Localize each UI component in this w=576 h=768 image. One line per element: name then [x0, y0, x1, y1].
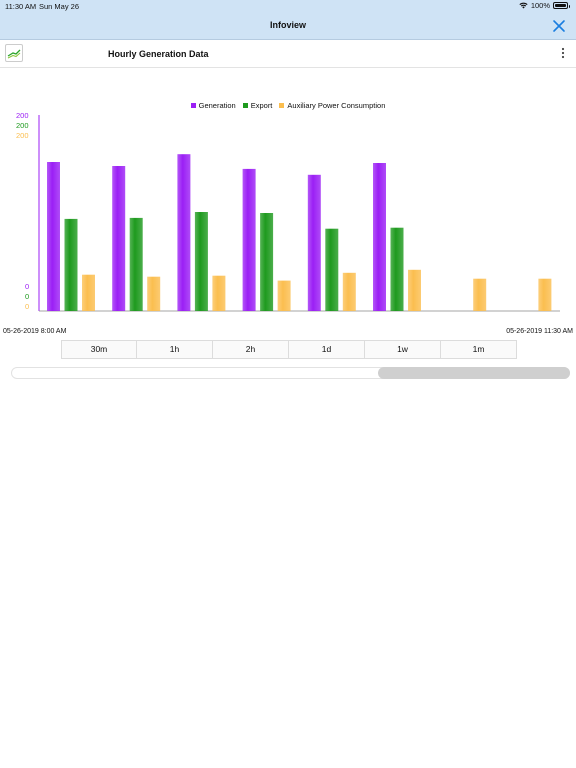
y-axis-min-auxiliary: 0: [25, 302, 30, 311]
chart-legend: Generation Export Auxiliary Power Consum…: [0, 101, 576, 110]
export-bar[interactable]: [390, 227, 404, 311]
export-bar[interactable]: [260, 213, 274, 311]
close-icon[interactable]: [551, 18, 567, 34]
auxiliary-bar[interactable]: [277, 280, 291, 311]
generation-bar[interactable]: [373, 163, 386, 311]
legend-swatch: [242, 103, 248, 108]
legend-item-auxiliary: Auxiliary Power Consumption: [279, 101, 385, 110]
generation-bar[interactable]: [112, 166, 126, 311]
line-chart-icon: [5, 44, 23, 62]
export-bar[interactable]: [129, 217, 143, 311]
export-bar[interactable]: [64, 218, 78, 311]
chart-scroll-thumb[interactable]: [378, 367, 570, 379]
bar-chart: [38, 115, 560, 312]
legend-swatch: [190, 103, 196, 108]
battery-icon: [553, 2, 570, 9]
y-axis-min-export: 0: [25, 292, 30, 301]
generation-bar[interactable]: [47, 162, 60, 311]
auxiliary-bar[interactable]: [408, 269, 421, 311]
generation-bar[interactable]: [242, 168, 256, 311]
legend-label: Export: [250, 101, 273, 110]
legend-label: Auxiliary Power Consumption: [287, 101, 386, 110]
status-time: 11:30 AM: [5, 2, 37, 11]
range-1h-button[interactable]: 1h: [137, 340, 213, 359]
end-date-label: 05-26-2019 11:30 AM: [506, 328, 573, 335]
wifi-icon: [519, 2, 528, 9]
y-axis-max-export: 200: [16, 121, 29, 130]
auxiliary-bar[interactable]: [473, 278, 487, 311]
chart-header: [0, 40, 576, 68]
y-axis-max-auxiliary: 200: [16, 131, 29, 140]
auxiliary-bar[interactable]: [147, 276, 161, 311]
more-vertical-icon[interactable]: [560, 47, 566, 59]
range-30m-button[interactable]: 30m: [61, 340, 137, 359]
time-range-selector: 30m 1h 2h 1d 1w 1m: [61, 340, 517, 359]
y-axis-max-generation: 200: [16, 111, 29, 120]
legend-item-export: Export: [242, 101, 273, 110]
nav-title: Infoview: [269, 20, 306, 30]
range-1d-button[interactable]: 1d: [289, 340, 365, 359]
status-bar: 11:30 AM Sun May 26 100%: [0, 0, 576, 12]
y-axis-min-generation: 0: [25, 282, 30, 291]
range-1m-button[interactable]: 1m: [441, 340, 517, 359]
auxiliary-bar[interactable]: [342, 272, 356, 311]
range-1w-button[interactable]: 1w: [365, 340, 441, 359]
status-indicators: 100%: [519, 1, 570, 10]
start-date-label: 05-26-2019 8:00 AM: [3, 328, 67, 335]
status-date: Sun May 26: [39, 2, 80, 11]
export-bar[interactable]: [325, 228, 339, 311]
export-bar[interactable]: [194, 212, 208, 311]
generation-bar[interactable]: [307, 174, 321, 311]
generation-bar[interactable]: [177, 154, 191, 311]
chart-title: Hourly Generation Data: [108, 49, 209, 59]
auxiliary-bar[interactable]: [82, 274, 95, 311]
range-2h-button[interactable]: 2h: [213, 340, 289, 359]
legend-swatch: [279, 103, 285, 108]
navigation-bar: Infoview: [0, 12, 576, 40]
auxiliary-bar[interactable]: [212, 275, 226, 311]
battery-percent: 100%: [530, 1, 550, 10]
legend-item-generation: Generation: [190, 101, 236, 110]
auxiliary-bar[interactable]: [538, 278, 552, 311]
legend-label: Generation: [198, 101, 236, 110]
